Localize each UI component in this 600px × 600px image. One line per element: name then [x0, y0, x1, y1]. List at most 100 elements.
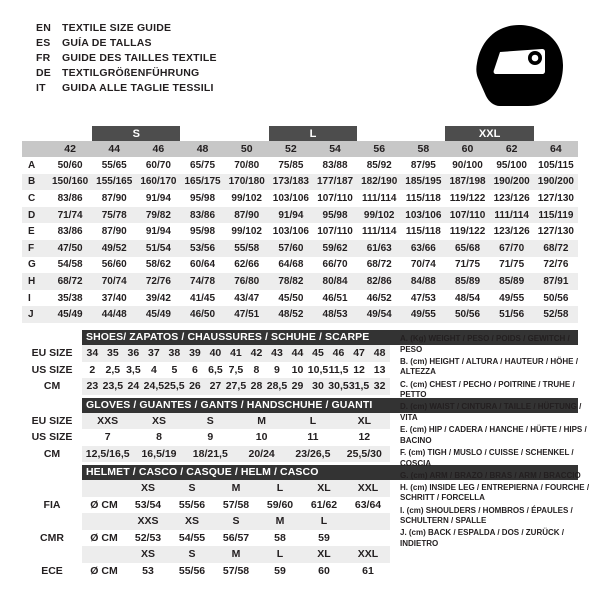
helmet-value-cell: 59/60: [258, 496, 302, 513]
shoes-table: EU SIZE 34 35 36 37 38 39 40 41 42 43 44 45 46 47 48 US …: [22, 345, 390, 395]
size-cell: 24,5: [143, 378, 165, 395]
measurement-cell: 91/94: [136, 223, 181, 240]
size-cell: 4: [143, 361, 165, 378]
size-cell: 2: [82, 361, 103, 378]
size-cell: 12: [348, 361, 370, 378]
helmet-section: HELMET / CASCO / CASQUE / HELM / CASCO X…: [22, 465, 578, 579]
measurement-cell: 61/63: [357, 239, 402, 257]
measurement-cell: 127/130: [533, 223, 578, 240]
measurement-cell: 83/86: [180, 206, 225, 224]
helmet-standard-cmr: CMR: [22, 529, 82, 546]
table-row: E 83/86 87/90 91/94 95/98 99/102 103/106 107/11…: [22, 223, 578, 240]
size-cell: 48: [369, 345, 390, 362]
size-cell: 9: [266, 361, 288, 378]
measurement-cell: 49/52: [92, 239, 137, 257]
row-key-g: G: [22, 256, 48, 274]
measurement-cell: 46/51: [312, 289, 358, 307]
legend-item: J. (cm) BACK / ESPALDA / DOS / ZURÜCK / …: [400, 528, 565, 549]
helmet-size-row-unit-spacer: [82, 546, 126, 563]
size-cell: 27,5: [225, 378, 247, 395]
measurement-cell: 55/58: [224, 239, 269, 257]
measurement-cell: 72/76: [136, 273, 181, 290]
measurement-cell: 70/74: [92, 273, 137, 290]
size-cell: 25,5: [164, 378, 185, 395]
size-cell: 8: [246, 361, 267, 378]
helmet-value-cell: 55/56: [170, 496, 214, 513]
measurement-cell: 105/115: [533, 157, 578, 174]
title-row-it: IT GUIDA ALLE TAGLIE TESSILI: [36, 81, 217, 96]
main-size-table: S M L XL XXL 42 44 46 48 50 52 54 56 58 60 62 64 A 50/60…: [22, 126, 578, 323]
numbers-row-spacer: [22, 141, 48, 157]
measurement-cell: 119/122: [445, 223, 490, 240]
helmet-size-row-spacer: [22, 513, 82, 530]
measurement-cell: 187/198: [445, 173, 490, 191]
measurement-cell: 63/66: [401, 239, 446, 257]
measurement-cell: 50/60: [48, 157, 93, 174]
size-cell: 23: [82, 378, 103, 395]
title-lang-code: FR: [36, 51, 51, 64]
measurement-cell: 85/92: [357, 157, 402, 174]
title-row-en: EN TEXTILE SIZE GUIDE: [36, 20, 217, 35]
row-key-i: I: [22, 289, 48, 307]
size-cell: 29: [287, 378, 308, 395]
table-row: G 54/58 56/60 58/62 60/64 62/66 64/68 66/70 68/7…: [22, 256, 578, 274]
size-numbers-row: 42 44 46 48 50 52 54 56 58 60 62 64: [22, 141, 578, 157]
legend-item: B. (cm) HEIGHT / ALTURA / HAUTEUR / HÖHE…: [400, 356, 578, 377]
title-text: TEXTILGRÖßENFÜHRUNG: [62, 67, 200, 80]
measurement-cell: 165/175: [180, 173, 225, 191]
title-row-es: ES GUÍA DE TALLAS: [36, 35, 217, 50]
row-key-a: A: [22, 157, 48, 174]
measurement-cell: 41/45: [180, 289, 225, 307]
size-cell: 45: [307, 345, 329, 362]
measurement-cell: 107/110: [312, 223, 358, 240]
measurement-cell: 48/54: [445, 289, 490, 307]
table-row: J 45/49 44/48 45/49 46/50 47/51 48/52 48/53 49/5…: [22, 306, 578, 323]
helmet-value-cell: 59: [258, 562, 302, 579]
measurement-cell: 103/106: [268, 223, 313, 240]
size-band-l: L: [268, 126, 358, 141]
measurement-cell: 50/56: [533, 289, 578, 307]
size-cell: 35: [102, 345, 124, 362]
helmet-value-cell: [346, 529, 390, 546]
measurement-cell: 84/88: [401, 273, 446, 290]
measurement-cell: 87/90: [92, 190, 137, 207]
size-cell: 23/26,5: [287, 445, 339, 462]
helmet-value-cell: 63/64: [346, 496, 390, 513]
helmet-size-row-unit-spacer: [82, 513, 126, 530]
measurement-cell: 99/102: [224, 190, 269, 207]
measurement-cell: 49/55: [401, 306, 446, 323]
measurement-cell: 76/80: [224, 273, 269, 290]
helmet-size-label: XS: [126, 546, 170, 563]
helmet-size-row: XS S M L XL XXL: [22, 480, 390, 497]
measurement-cell: 47/50: [48, 239, 93, 257]
helmet-size-row-spacer: [22, 480, 82, 497]
helmet-size-label: S: [170, 546, 214, 563]
size-cell: 6,5: [205, 361, 226, 378]
measurement-cell: 49/55: [489, 289, 534, 307]
measurement-cell: 75/85: [268, 157, 313, 174]
band-row-spacer: [22, 126, 48, 141]
measurement-cell: 52/58: [533, 306, 578, 323]
measurement-cell: 190/200: [489, 173, 534, 191]
row-key-c: C: [22, 190, 48, 207]
measurement-cell: 90/100: [445, 157, 490, 174]
measurement-cell: 95/98: [180, 223, 225, 240]
row-label: EU SIZE: [22, 412, 83, 429]
measurement-cell: 55/65: [92, 157, 137, 174]
size-cell: 18/21,5: [184, 445, 236, 462]
gloves-section: GLOVES / GUANTES / GANTS / HANDSCHUHE / …: [22, 397, 578, 462]
size-number: 44: [92, 141, 137, 157]
measurement-cell: 78/82: [268, 273, 313, 290]
measurement-cell: 87/90: [92, 223, 137, 240]
measurement-cell: 53/56: [180, 239, 225, 257]
measurement-cell: 70/74: [401, 256, 446, 274]
helmet-unit: Ø CM: [82, 562, 126, 579]
table-row: CM 12,5/16,5 16,5/19 18/21,5 20/24 23/26,5 25,…: [22, 445, 390, 462]
size-cell: 23,5: [102, 378, 124, 395]
helmet-size-label: XL: [302, 546, 346, 563]
row-key-b: B: [22, 173, 48, 191]
size-number: 60: [445, 141, 490, 157]
title-text: GUÍA DE TALLAS: [62, 36, 152, 49]
helmet-value-cell: 52/53: [126, 529, 170, 546]
helmet-unit: Ø CM: [82, 496, 126, 513]
